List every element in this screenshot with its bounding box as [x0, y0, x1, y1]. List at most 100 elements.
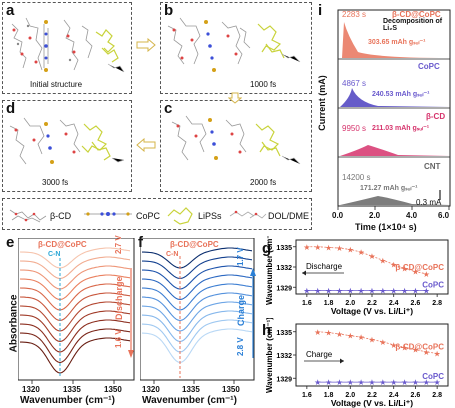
ftir-spectrum-curve: [19, 247, 131, 269]
panel-e-xlabel: Wavenumber (cm⁻¹): [20, 395, 115, 406]
data-point-star: ★: [303, 287, 310, 296]
panel-letter-e: e: [6, 234, 15, 251]
data-point-star: ★: [358, 287, 365, 296]
legend-box: [2, 198, 312, 230]
data-point-star: ★: [347, 332, 354, 341]
data-point-star: ★: [314, 328, 321, 337]
panel-i-ylabel: Current (mA): [317, 75, 327, 131]
panel-letter-i: i: [318, 2, 323, 19]
panel-f-volt-bottom: 2.8 V: [236, 337, 245, 356]
data-point-star: ★: [379, 256, 386, 265]
ftir-spectrum-curve: [141, 310, 253, 343]
panel-f-xtick-1: 1335: [182, 385, 200, 394]
legend-bcd-label: β-CD: [50, 211, 72, 221]
y-tick-label: 1332: [276, 353, 292, 360]
ftir-spectrum-curve: [20, 319, 131, 353]
series-line-0: [306, 246, 427, 275]
md-snapshot-a: [11, 17, 125, 73]
panel-letter-d: d: [6, 100, 16, 117]
direction-label: Discharge: [306, 262, 343, 271]
md-snapshot-c: [171, 115, 301, 165]
y-tick-label: 1335: [276, 245, 292, 252]
trace-copc-capacity: 240.53 mAh gₛᵤₗ⁻¹: [372, 91, 430, 98]
x-tick-label: 2.4: [389, 392, 399, 399]
panel-e-xtick-1: 1335: [63, 385, 81, 394]
data-point-star: ★: [325, 287, 332, 296]
trace-copc: [340, 88, 450, 107]
x-tick-label: 2.2: [367, 300, 377, 307]
panel-e-volt-top: 2.7 V: [114, 235, 123, 254]
legend-lipss-label: LiPSs: [198, 211, 222, 221]
trace-bcd-capacity: 211.03 mAh gₛᵤₗ⁻¹: [372, 125, 430, 132]
data-point-star: ★: [314, 287, 321, 296]
data-point-star: ★: [412, 287, 419, 296]
data-point-star: ★: [336, 378, 343, 387]
trace-cnt-capacity: 171.27 mAh gₛᵤₗ⁻¹: [360, 185, 418, 192]
data-point-star: ★: [336, 330, 343, 339]
data-point-star: ★: [423, 378, 430, 387]
trace-bcd: [340, 145, 450, 156]
ftir-spectrum-curve: [19, 283, 131, 311]
caption-2000fs: 2000 fs: [250, 178, 277, 187]
arrow-a-to-b-icon: [136, 38, 156, 52]
legend-bcd-icon: [9, 209, 47, 223]
data-point-star: ★: [347, 287, 354, 296]
ftir-spectrum-curve: [20, 310, 131, 343]
trace-bcd-copc: [342, 22, 450, 58]
arrow-b-to-c-icon: [228, 92, 242, 104]
caption-1000fs: 1000 fs: [250, 80, 277, 89]
trace-copc-name: CoPC: [418, 62, 440, 71]
data-point-star: ★: [390, 287, 397, 296]
panel-f-xlabel: Wavenumber (cm⁻¹): [142, 395, 237, 406]
trace-bcd-time: 9950 s: [342, 124, 367, 133]
data-point-star: ★: [347, 245, 354, 254]
panel-e-process: Discharge: [114, 276, 124, 320]
caption-3000fs: 3000 fs: [42, 178, 69, 187]
data-point-star: ★: [336, 244, 343, 253]
y-tick-label: 1329: [276, 376, 292, 383]
panel-letter-h: h: [262, 322, 272, 339]
ftir-spectrum-curve: [142, 247, 253, 269]
panel-f-volt-top: 1.7 V: [236, 247, 245, 266]
ftir-spectrum-curve: [20, 328, 131, 364]
y-tick-label: 1329: [276, 285, 292, 292]
series-label-1: CoPC: [422, 281, 444, 290]
direction-arrow-head: [340, 358, 344, 364]
caption-initial-structure: Initial structure: [30, 80, 83, 89]
panel-e-bond: C-N: [48, 251, 61, 258]
data-point-star: ★: [325, 243, 332, 252]
trace-cnt: [340, 196, 450, 205]
panel-i-chart: [337, 9, 451, 210]
md-snapshot-b: [167, 17, 301, 72]
panel-f-chart: [140, 238, 255, 384]
trace-bcdcopc-time: 2283 s: [342, 10, 367, 19]
panel-f-process: Charge: [236, 294, 246, 326]
x-tick-label: 1.6: [302, 392, 312, 399]
x-tick-label: 2.8: [432, 300, 442, 307]
data-point-star: ★: [347, 378, 354, 387]
panel-e-volt-bottom: 1.6 V: [114, 329, 123, 348]
data-point-star: ★: [390, 378, 397, 387]
data-point-star: ★: [358, 248, 365, 257]
data-point-star: ★: [303, 243, 310, 252]
series-line-0: [317, 331, 438, 354]
data-point-star: ★: [401, 343, 408, 352]
ftir-spectrum-curve: [19, 292, 131, 322]
ftir-spectrum-curve: [141, 301, 253, 332]
data-point-star: ★: [401, 264, 408, 273]
ftir-spectrum-curve: [19, 265, 131, 290]
data-point-star: ★: [368, 336, 375, 345]
data-point-star: ★: [325, 378, 332, 387]
trace-bcd-name: β-CD: [426, 112, 446, 121]
data-point-star: ★: [434, 378, 441, 387]
x-axis-label: Voltage (V vs. Li/Li⁺): [331, 306, 413, 316]
panel-letter-b: b: [164, 2, 174, 19]
panel-letter-a: a: [6, 2, 15, 19]
ftir-spectrum-curve: [142, 283, 253, 311]
y-tick-label: 1335: [276, 330, 292, 337]
data-point-star: ★: [379, 338, 386, 347]
x-tick-label: 2.0: [345, 300, 355, 307]
x-tick-label: 2.8: [432, 392, 442, 399]
direction-arrow-head: [302, 270, 306, 276]
data-point-star: ★: [423, 287, 430, 296]
